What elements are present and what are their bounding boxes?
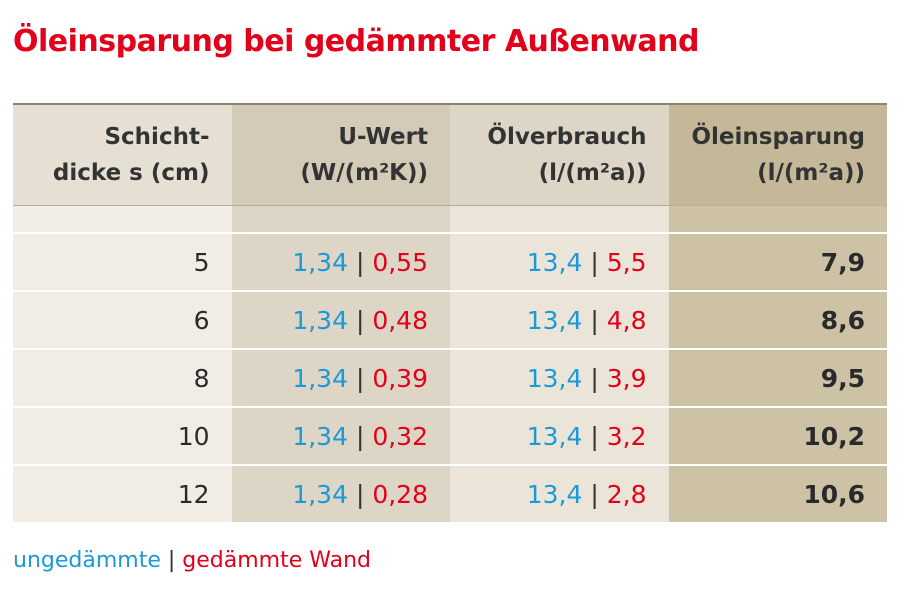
separator: | [355,305,365,335]
header-row: Schicht-dicke s (cm) U-Wert (W/(m²K)) Ölver… [13,104,887,206]
header-cell: Schicht-dicke s (cm) [13,104,232,206]
cell: 1,34 | 0,39 [231,349,450,408]
cell: 1,34 | 0,55 [231,233,450,292]
header-text: (W/(m²K)) [300,160,428,186]
cell: 5 [13,233,232,292]
header-text: dicke s (cm) [52,160,210,186]
separator: | [355,479,365,509]
cell: 1,34 | 0,48 [231,291,450,350]
table: Schicht-dicke s (cm) U-Wert (W/(m²K)) Ölver… [13,103,887,524]
cell: 8 [13,349,232,408]
data-row: 5 1,34 | 0,55 13,4 | 5,5 7,9 [13,233,887,292]
cell: 10,6 [668,465,887,524]
header-text: U-Wert [338,124,428,150]
value-uninsulated: 13,4 [526,479,583,509]
separator: | [590,479,599,509]
value-uninsulated: 1,34 [292,421,348,451]
cell: 8,6 [668,291,887,350]
header-cell: U-Wert (W/(m²K)) [231,104,450,206]
cell: 13,4 | 3,9 [450,349,669,408]
cell: 10 [13,407,232,466]
separator: | [590,363,599,393]
cell: 7,9 [668,233,887,292]
value-insulated: 2,8 [606,479,647,509]
value-insulated: 0,55 [372,247,428,277]
header-text: (l/(m²a)) [757,160,865,186]
spacer-cell [231,205,450,234]
value-insulated: 0,39 [372,363,428,393]
cell: 1,34 | 0,28 [231,465,450,524]
value-insulated: 4,8 [606,305,647,335]
legend-uninsulated: ungedämmte [13,548,161,573]
cell: 10,2 [668,407,887,466]
value-uninsulated: 1,34 [292,247,348,277]
separator: | [355,247,365,277]
spacer-cell [668,205,887,234]
legend: ungedämmte | gedämmte Wand [13,548,371,573]
cell: 13,4 | 4,8 [450,291,669,350]
value-uninsulated: 13,4 [526,363,583,393]
spacer-cell [13,205,232,234]
header-cell: Öleinsparung (l/(m²a)) [668,104,887,206]
data-row: 8 1,34 | 0,39 13,4 | 3,9 9,5 [13,349,887,408]
cell: 13,4 | 3,2 [450,407,669,466]
header-text: Schicht- [104,124,210,150]
separator: | [355,363,365,393]
value-insulated: 0,48 [372,305,428,335]
cell: 6 [13,291,232,350]
legend-separator: | [167,548,176,573]
spacer-row [13,205,887,234]
cell: 13,4 | 2,8 [450,465,669,524]
value-insulated: 0,28 [372,479,428,509]
header-text: Ölverbrauch [487,124,647,150]
header-text: (l/(m²a)) [538,160,647,186]
value-insulated: 0,32 [372,421,428,451]
value-insulated: 3,2 [606,421,647,451]
data-row: 6 1,34 | 0,48 13,4 | 4,8 8,6 [13,291,887,350]
value-insulated: 3,9 [606,363,647,393]
cell: 13,4 | 5,5 [450,233,669,292]
value-uninsulated: 13,4 [526,421,583,451]
value-insulated: 5,5 [606,247,647,277]
cell: 12 [13,465,232,524]
title: Öleinsparung bei gedämmter Außenwand [13,24,699,59]
data-row: 10 1,34 | 0,32 13,4 | 3,2 10,2 [13,407,887,466]
cell: 9,5 [668,349,887,408]
cell: 1,34 | 0,32 [231,407,450,466]
legend-insulated: gedämmte Wand [182,548,371,573]
value-uninsulated: 1,34 [292,479,348,509]
value-uninsulated: 1,34 [292,363,348,393]
data-row: 12 1,34 | 0,28 13,4 | 2,8 10,6 [13,465,887,524]
separator: | [590,247,599,277]
separator: | [590,305,599,335]
value-uninsulated: 13,4 [526,305,583,335]
spacer-cell [450,205,669,234]
value-uninsulated: 1,34 [292,305,348,335]
value-uninsulated: 13,4 [526,247,583,277]
header-text: Öleinsparung [691,124,865,150]
separator: | [590,421,599,451]
separator: | [355,421,365,451]
header-cell: Ölverbrauch (l/(m²a)) [450,104,669,206]
